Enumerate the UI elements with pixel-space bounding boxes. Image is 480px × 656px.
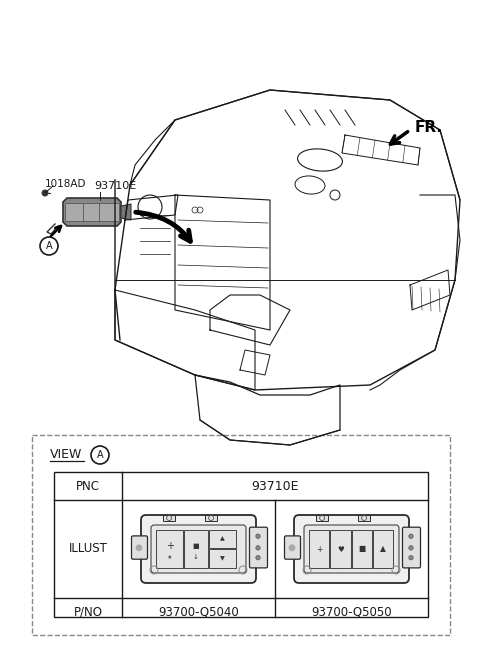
Polygon shape (65, 203, 119, 221)
Bar (373, 530, 393, 568)
Text: ▲: ▲ (220, 537, 225, 542)
Bar (351, 530, 372, 568)
FancyBboxPatch shape (294, 515, 409, 583)
FancyBboxPatch shape (285, 536, 300, 559)
Text: ★: ★ (167, 555, 172, 560)
Text: FR.: FR. (415, 119, 443, 134)
Text: 93700-Q5050: 93700-Q5050 (311, 605, 392, 619)
Text: +: + (166, 541, 174, 551)
Circle shape (289, 545, 295, 551)
Bar (205, 515, 217, 521)
Circle shape (256, 556, 260, 560)
Polygon shape (121, 204, 131, 220)
Circle shape (409, 556, 413, 560)
FancyBboxPatch shape (141, 515, 256, 583)
Text: PNC: PNC (76, 480, 100, 493)
FancyBboxPatch shape (132, 536, 147, 559)
Text: +: + (316, 544, 322, 554)
Circle shape (409, 534, 413, 539)
Text: ▲: ▲ (380, 544, 386, 554)
Text: A: A (96, 450, 103, 460)
FancyBboxPatch shape (304, 525, 399, 573)
Bar (316, 515, 328, 521)
FancyBboxPatch shape (151, 525, 246, 573)
Text: 1018AD: 1018AD (45, 179, 86, 189)
Text: VIEW: VIEW (50, 449, 83, 462)
Text: 93710E: 93710E (94, 181, 136, 191)
Bar (330, 530, 350, 568)
Bar (156, 530, 183, 568)
Bar (184, 530, 208, 568)
Bar (358, 515, 370, 521)
Bar (209, 549, 236, 568)
Circle shape (256, 546, 260, 550)
Text: P/NO: P/NO (73, 605, 103, 619)
Bar (32, 435, 450, 635)
Bar (54, 472, 428, 617)
Circle shape (409, 546, 413, 550)
Circle shape (136, 545, 142, 551)
Bar (209, 530, 236, 548)
Circle shape (256, 534, 260, 539)
Circle shape (42, 190, 48, 196)
Bar (309, 530, 329, 568)
FancyBboxPatch shape (250, 527, 267, 568)
Text: ILLUST: ILLUST (69, 543, 108, 556)
Text: ■: ■ (192, 543, 199, 549)
Text: ↓: ↓ (193, 554, 199, 560)
Text: ▼: ▼ (220, 556, 225, 561)
Text: ♥: ♥ (337, 544, 344, 554)
Text: 93700-Q5040: 93700-Q5040 (158, 605, 239, 619)
Text: A: A (46, 241, 52, 251)
Text: 93710E: 93710E (251, 480, 299, 493)
Bar (163, 515, 175, 521)
Polygon shape (63, 198, 121, 226)
Text: ■: ■ (358, 544, 365, 554)
FancyBboxPatch shape (403, 527, 420, 568)
